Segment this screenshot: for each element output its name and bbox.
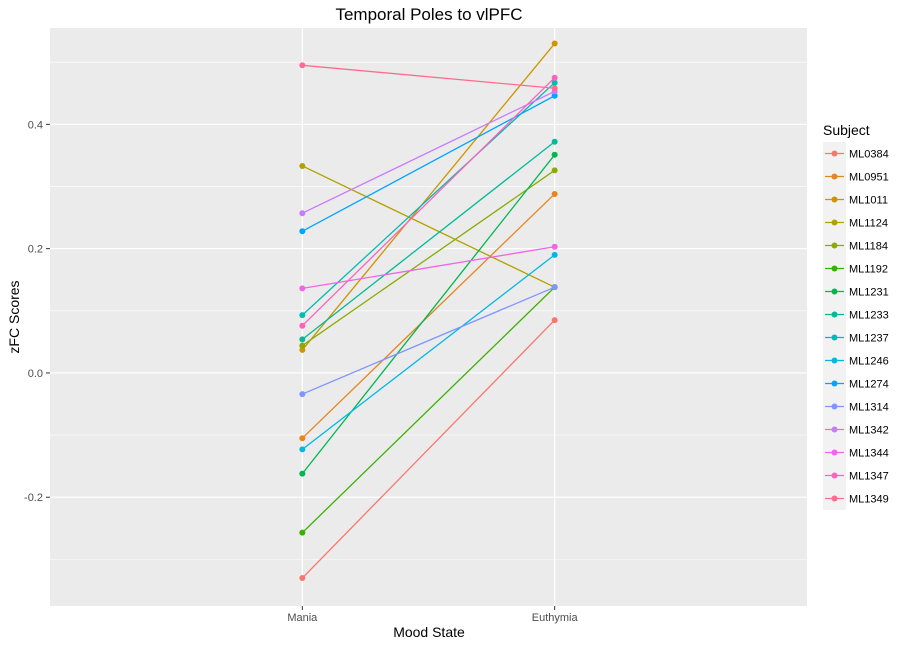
plot-panel — [50, 28, 807, 606]
data-point-ML1274 — [551, 92, 558, 99]
legend-label-ML1314: ML1314 — [849, 402, 889, 414]
series-line-ML1184 — [301, 169, 556, 347]
series-line-ML1192 — [301, 286, 556, 534]
legend-label-ML1231: ML1231 — [849, 287, 889, 299]
series-line-ML1342 — [302, 90, 555, 214]
legend-key-point — [831, 495, 838, 502]
legend-title: Subject — [823, 122, 870, 138]
series-line-ML1347 — [301, 77, 556, 327]
legend-label-ML1342: ML1342 — [849, 425, 889, 437]
data-point-ML1349 — [551, 85, 558, 92]
legend-label-ML1184: ML1184 — [849, 241, 888, 253]
chart-title: Temporal Poles to vlPFC — [335, 5, 522, 24]
legend-items: ML0384 ML0951 ML1011 ML1124 ML1184 ML1192 ML12… — [823, 142, 889, 510]
data-point-ML1011 — [299, 346, 306, 353]
data-point-ML1184 — [551, 167, 558, 174]
data-point-ML1314 — [551, 284, 558, 291]
series-lines — [301, 43, 556, 579]
y-tick-label: 0.4 — [28, 119, 43, 131]
legend-key-point — [831, 311, 838, 318]
data-point-ML1344 — [551, 243, 558, 250]
legend-key-point — [831, 265, 838, 272]
legend-label-ML1011: ML1011 — [849, 195, 888, 207]
data-point-ML0951 — [299, 435, 306, 442]
data-point-ML0384 — [299, 575, 306, 582]
series-line-ML1246 — [301, 254, 556, 450]
legend-label-ML1347: ML1347 — [849, 471, 889, 483]
legend-key-point — [831, 334, 838, 341]
legend-key-point — [831, 219, 838, 226]
legend-label-ML0384: ML0384 — [849, 149, 889, 161]
series-line-ML1349 — [302, 64, 555, 89]
series-line-ML1011 — [301, 43, 556, 351]
data-point-ML1011 — [551, 40, 558, 47]
series-line-ML1344 — [302, 246, 555, 290]
legend-label-ML1349: ML1349 — [849, 494, 889, 506]
grid-major — [50, 28, 807, 606]
legend-label-ML1344: ML1344 — [849, 448, 889, 460]
series-line-ML1237 — [301, 82, 556, 316]
data-point-ML1237 — [299, 312, 306, 319]
data-point-ML1231 — [299, 470, 306, 477]
legend-key-point — [831, 380, 838, 387]
x-tick-label: Euthymia — [532, 612, 579, 624]
data-point-ML1233 — [551, 138, 558, 145]
legend-label-ML1274: ML1274 — [849, 379, 889, 391]
legend-key-point — [831, 288, 838, 295]
y-tick-label: 0.2 — [28, 244, 43, 256]
series-line-ML1124 — [302, 165, 555, 288]
data-point-ML1124 — [299, 162, 306, 169]
y-tick-label: 0.0 — [28, 368, 43, 380]
data-point-ML1192 — [299, 529, 306, 536]
y-axis: -0.2 0.0 0.2 0.4 — [24, 119, 50, 504]
y-axis-title: zFC Scores — [6, 280, 22, 353]
legend-key-point — [831, 173, 838, 180]
legend-label-ML1124: ML1124 — [849, 218, 888, 230]
data-point-ML1246 — [299, 446, 306, 453]
data-point-ML0951 — [551, 190, 558, 197]
legend-label-ML1246: ML1246 — [849, 356, 889, 368]
data-point-ML1349 — [299, 62, 306, 69]
data-point-ML1274 — [299, 228, 306, 235]
legend-key-point — [831, 449, 838, 456]
series-line-ML0384 — [301, 319, 556, 579]
data-point-ML1347 — [551, 74, 558, 81]
legend-label-ML1233: ML1233 — [849, 310, 889, 322]
series-points — [299, 40, 558, 582]
legend: Subject ML0384ML0951ML1011ML1124ML1184ML… — [823, 122, 889, 510]
data-point-ML1344 — [299, 285, 306, 292]
series-line-ML0951 — [301, 193, 556, 439]
legend-key-point — [831, 426, 838, 433]
data-point-ML1314 — [299, 391, 306, 398]
y-tick-label: -0.2 — [24, 492, 43, 504]
legend-key-point — [831, 403, 838, 410]
legend-label-ML0951: ML0951 — [849, 172, 889, 184]
legend-key-point — [831, 472, 838, 479]
data-point-ML1231 — [551, 151, 558, 158]
x-axis: Mania Euthymia — [287, 606, 578, 624]
series-line-ML1314 — [302, 286, 555, 395]
data-point-ML1184 — [299, 342, 306, 349]
data-point-ML1237 — [551, 79, 558, 86]
data-point-ML0384 — [551, 317, 558, 324]
data-point-ML1347 — [299, 322, 306, 329]
legend-label-ML1192: ML1192 — [849, 264, 888, 276]
data-point-ML1342 — [299, 210, 306, 217]
x-tick-label: Mania — [287, 612, 318, 624]
series-line-ML1233 — [301, 141, 556, 340]
data-point-ML1246 — [551, 251, 558, 258]
legend-label-ML1237: ML1237 — [849, 333, 889, 345]
legend-key-point — [831, 242, 838, 249]
legend-key-point — [831, 150, 838, 157]
x-axis-title: Mood State — [393, 624, 465, 640]
legend-key-point — [831, 196, 838, 203]
grid-minor — [50, 61, 807, 560]
series-line-ML1231 — [301, 154, 556, 475]
legend-key-point — [831, 357, 838, 364]
data-point-ML1233 — [299, 336, 306, 343]
